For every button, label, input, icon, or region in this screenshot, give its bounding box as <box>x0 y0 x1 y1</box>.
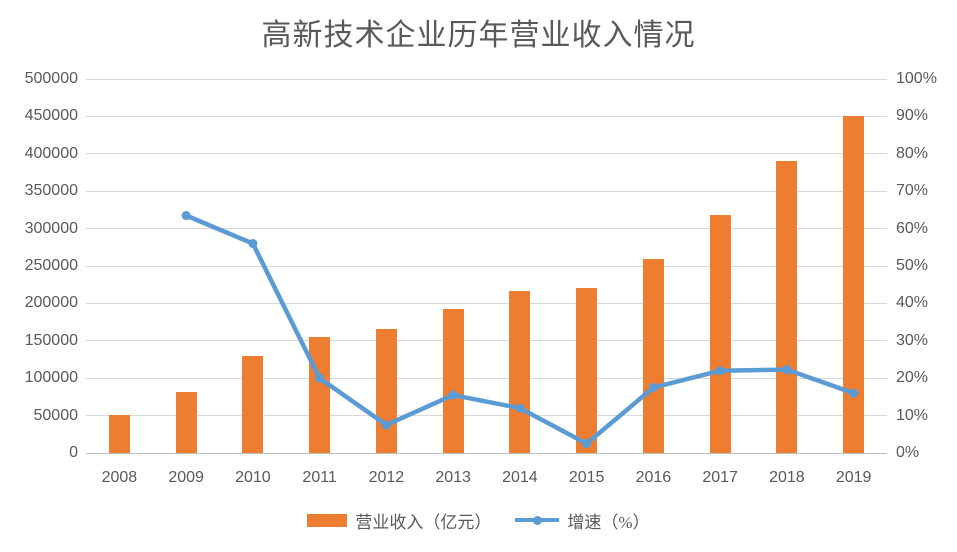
right-axis-tick-label: 60% <box>896 219 929 237</box>
gridline <box>86 153 887 155</box>
right-axis-tick-label: 40% <box>896 294 929 312</box>
growth-point-marker <box>782 365 792 375</box>
growth-point-marker <box>582 439 592 449</box>
growth-point-marker <box>515 403 525 413</box>
x-axis-label-2014: 2014 <box>502 469 538 486</box>
x-axis-label-2012: 2012 <box>368 469 405 486</box>
legend: 营业收入（亿元） 增速（%） <box>0 506 957 534</box>
left-axis-tick-label: 100000 <box>24 369 78 387</box>
growth-point-marker <box>248 239 258 249</box>
chart-title: 高新技术企业历年营业收入情况 <box>261 19 696 52</box>
gridline <box>86 190 887 192</box>
x-axis-label-2009: 2009 <box>168 469 204 486</box>
growth-point-marker <box>381 420 391 430</box>
left-axis-tick-label: 400000 <box>24 144 78 162</box>
growth-point-marker <box>448 390 458 400</box>
x-axis-label-2010: 2010 <box>235 469 271 486</box>
left-axis-tick-label: 500000 <box>24 70 78 87</box>
gridline <box>86 228 887 230</box>
gridline <box>86 377 887 379</box>
x-axis-label-2019: 2019 <box>835 469 872 486</box>
x-axis-line <box>86 452 887 454</box>
right-axis-tick-label: 10% <box>896 406 929 424</box>
right-axis-tick-label: 100% <box>896 70 937 87</box>
growth-point-marker <box>181 211 191 221</box>
gridline <box>86 302 887 304</box>
growth-point-marker <box>648 383 658 393</box>
revenue-bar-2010 <box>242 355 264 453</box>
growth-legend-line-dot <box>532 515 542 525</box>
revenue-bar-2016 <box>642 258 664 453</box>
right-axis-tick-label: 20% <box>896 369 929 387</box>
gridline <box>86 78 887 80</box>
right-axis-tick-label: 0% <box>896 444 920 461</box>
revenue-bar-2015 <box>576 287 598 453</box>
revenue-bar-2017 <box>709 215 731 453</box>
x-axis-label-2015: 2015 <box>568 469 605 486</box>
revenue-legend-label: 营业收入（亿元） <box>355 512 492 532</box>
growth-legend-label: 增速（%） <box>567 512 650 532</box>
right-axis-tick-label: 70% <box>896 182 929 200</box>
right-axis-tick-label: 90% <box>896 107 929 125</box>
gridline <box>86 415 887 417</box>
growth-point-marker <box>315 373 325 383</box>
left-axis-tick-label: 0 <box>69 444 78 461</box>
growth-legend-line-icon <box>515 515 560 525</box>
x-axis-label-2017: 2017 <box>702 469 738 486</box>
left-axis-tick-label: 300000 <box>24 219 78 237</box>
left-axis-tick-label: 450000 <box>24 107 78 125</box>
revenue-bar-2018 <box>776 161 798 453</box>
x-axis-label-2016: 2016 <box>635 469 672 486</box>
gridline <box>86 340 887 342</box>
gridline <box>86 265 887 267</box>
revenue-legend-swatch-icon <box>307 513 348 527</box>
x-axis-label-2011: 2011 <box>302 469 337 486</box>
left-axis-tick-label: 150000 <box>24 331 78 349</box>
gridline <box>86 115 887 117</box>
left-axis-tick-label: 250000 <box>24 257 78 274</box>
growth-point-marker <box>715 366 725 376</box>
revenue-bar-2019 <box>843 116 865 453</box>
growth-point-marker <box>849 388 859 398</box>
left-axis-tick-label: 350000 <box>24 182 78 200</box>
left-axis-tick-label: 50000 <box>33 406 79 424</box>
x-axis-label-2008: 2008 <box>101 469 138 486</box>
left-axis-tick-label: 200000 <box>24 294 78 312</box>
right-axis-tick-label: 80% <box>896 144 929 162</box>
x-axis-label-2013: 2013 <box>435 469 471 486</box>
revenue-bar-2013 <box>442 308 464 453</box>
right-axis-tick-label: 50% <box>896 257 929 274</box>
x-axis-label-2018: 2018 <box>769 469 805 486</box>
right-axis-tick-label: 30% <box>896 331 929 349</box>
revenue-bar-2008 <box>108 414 130 453</box>
revenue-bar-2009 <box>175 391 197 453</box>
